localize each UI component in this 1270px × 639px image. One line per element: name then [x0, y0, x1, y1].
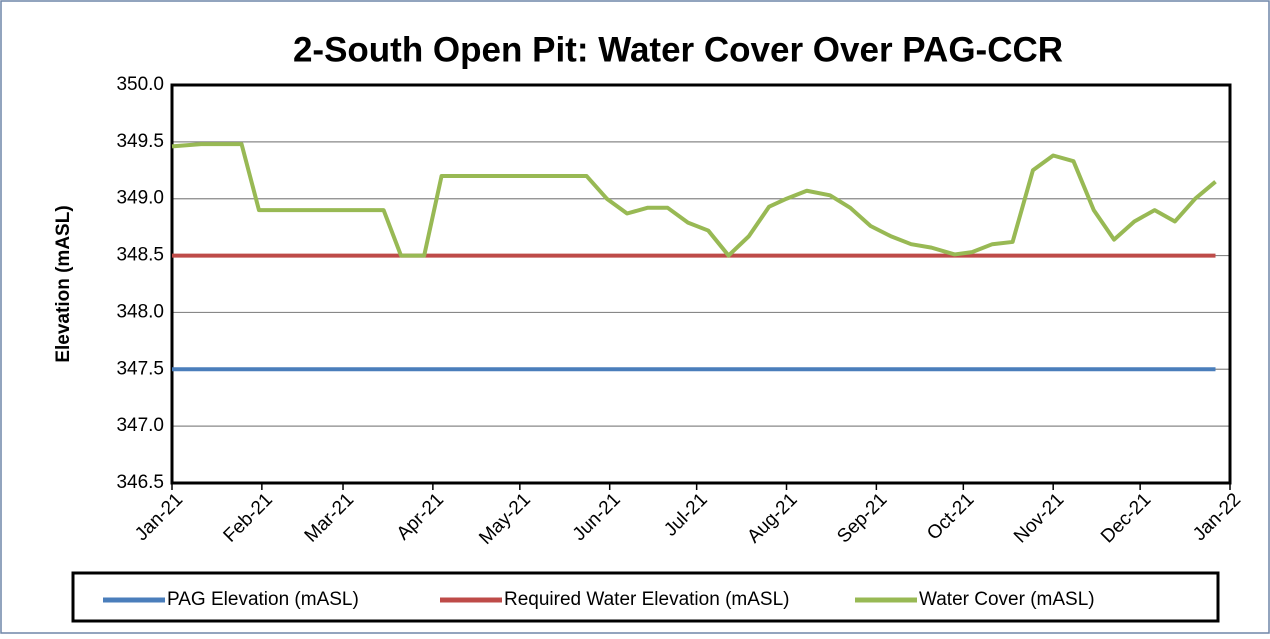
- plot-border: [170, 83, 1232, 485]
- legend-label: Required Water Elevation (mASL): [504, 589, 789, 610]
- y-tick-label: 349.0: [116, 188, 164, 209]
- legend-box: [71, 571, 1220, 623]
- y-tick-label: 349.5: [116, 131, 164, 152]
- y-tick-label: 348.5: [116, 245, 164, 266]
- y-tick-label: 347.0: [116, 415, 164, 436]
- y-axis-label: Elevation (mASL): [53, 205, 74, 362]
- chart-title: 2-South Open Pit: Water Cover Over PAG-C…: [293, 30, 1063, 69]
- legend-label: Water Cover (mASL): [919, 589, 1095, 610]
- y-tick-label: 348.0: [116, 301, 164, 322]
- legend-label: PAG Elevation (mASL): [167, 589, 359, 610]
- y-tick-label: 346.5: [116, 472, 164, 493]
- y-tick-label: 350.0: [116, 74, 164, 95]
- line-series: [171, 142, 1217, 258]
- y-tick-label: 347.5: [116, 358, 164, 379]
